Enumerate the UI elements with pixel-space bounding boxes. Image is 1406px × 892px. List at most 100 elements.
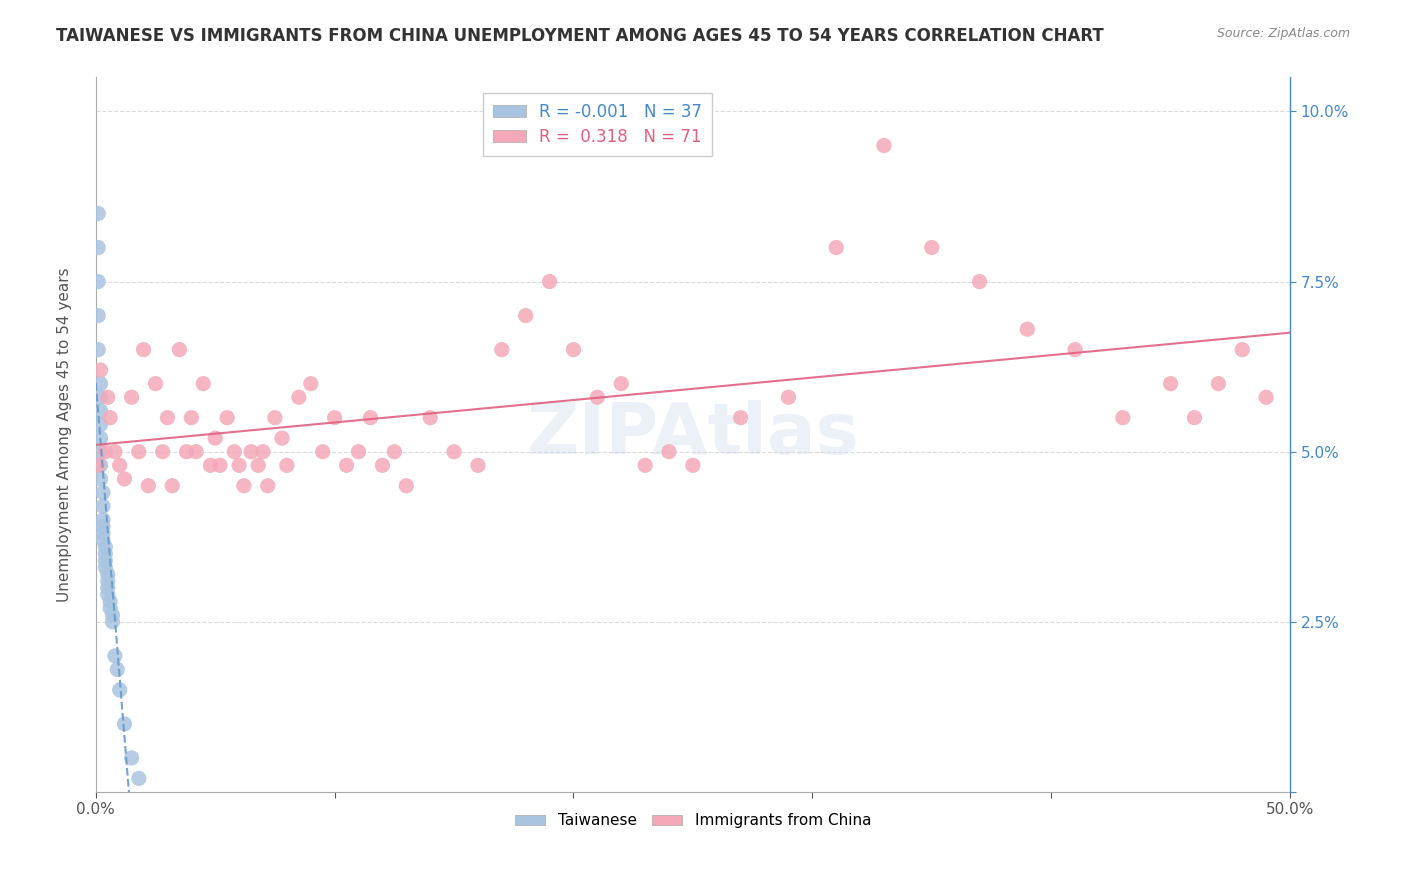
Point xyxy=(208,458,231,473)
Point xyxy=(98,594,121,608)
Point xyxy=(90,404,112,418)
Point xyxy=(586,390,609,404)
Point xyxy=(108,682,131,697)
Point xyxy=(562,343,585,357)
Point xyxy=(87,343,110,357)
Point xyxy=(169,343,191,357)
Point xyxy=(515,309,537,323)
Point xyxy=(91,513,114,527)
Point xyxy=(91,526,114,541)
Point xyxy=(252,444,274,458)
Point xyxy=(180,410,202,425)
Point xyxy=(94,553,117,567)
Point xyxy=(90,417,112,432)
Point xyxy=(101,607,124,622)
Point xyxy=(156,410,179,425)
Point xyxy=(90,376,112,391)
Point xyxy=(91,499,114,513)
Point xyxy=(658,444,681,458)
Point xyxy=(152,444,174,458)
Point xyxy=(97,574,120,588)
Point xyxy=(1232,343,1254,357)
Legend: Taiwanese, Immigrants from China: Taiwanese, Immigrants from China xyxy=(509,807,877,834)
Point xyxy=(228,458,250,473)
Point xyxy=(921,241,943,255)
Point xyxy=(336,458,359,473)
Point xyxy=(232,479,254,493)
Point xyxy=(87,206,110,220)
Point xyxy=(94,444,117,458)
Point xyxy=(91,485,114,500)
Point xyxy=(419,410,441,425)
Point xyxy=(121,390,143,404)
Point xyxy=(1184,410,1206,425)
Point xyxy=(682,458,704,473)
Point xyxy=(87,309,110,323)
Point xyxy=(538,275,561,289)
Point xyxy=(217,410,239,425)
Point xyxy=(94,560,117,574)
Point xyxy=(491,343,513,357)
Point xyxy=(1256,390,1278,404)
Point xyxy=(91,533,114,548)
Point xyxy=(193,376,215,391)
Point xyxy=(264,410,287,425)
Point xyxy=(97,390,120,404)
Point xyxy=(1160,376,1182,391)
Point xyxy=(105,663,128,677)
Y-axis label: Unemployment Among Ages 45 to 54 years: Unemployment Among Ages 45 to 54 years xyxy=(58,268,72,602)
Point xyxy=(98,601,121,615)
Point xyxy=(395,479,418,493)
Point xyxy=(90,472,112,486)
Point xyxy=(97,567,120,582)
Point xyxy=(97,588,120,602)
Point xyxy=(87,275,110,289)
Point xyxy=(873,138,896,153)
Point xyxy=(778,390,800,404)
Point xyxy=(200,458,222,473)
Point xyxy=(90,363,112,377)
Point xyxy=(94,547,117,561)
Point xyxy=(323,410,346,425)
Point xyxy=(382,444,405,458)
Point xyxy=(256,479,278,493)
Point xyxy=(90,431,112,445)
Point xyxy=(101,615,124,629)
Point xyxy=(610,376,633,391)
Point xyxy=(90,458,112,473)
Point xyxy=(128,444,150,458)
Point xyxy=(108,458,131,473)
Point xyxy=(114,472,136,486)
Point xyxy=(1208,376,1230,391)
Point xyxy=(312,444,335,458)
Point xyxy=(87,458,110,473)
Point xyxy=(969,275,991,289)
Point xyxy=(121,751,143,765)
Text: ZIPAtlas: ZIPAtlas xyxy=(527,401,859,469)
Point xyxy=(90,444,112,458)
Point xyxy=(132,343,155,357)
Point xyxy=(359,410,381,425)
Point xyxy=(91,519,114,533)
Point xyxy=(299,376,322,391)
Point xyxy=(224,444,246,458)
Point xyxy=(138,479,160,493)
Point xyxy=(1064,343,1087,357)
Text: TAIWANESE VS IMMIGRANTS FROM CHINA UNEMPLOYMENT AMONG AGES 45 TO 54 YEARS CORREL: TAIWANESE VS IMMIGRANTS FROM CHINA UNEMP… xyxy=(56,27,1104,45)
Point xyxy=(288,390,311,404)
Point xyxy=(114,717,136,731)
Point xyxy=(184,444,207,458)
Text: Source: ZipAtlas.com: Source: ZipAtlas.com xyxy=(1216,27,1350,40)
Point xyxy=(160,479,183,493)
Point xyxy=(97,581,120,595)
Point xyxy=(347,444,370,458)
Point xyxy=(443,444,465,458)
Point xyxy=(271,431,294,445)
Point xyxy=(247,458,270,473)
Point xyxy=(90,390,112,404)
Point xyxy=(98,410,121,425)
Point xyxy=(1112,410,1135,425)
Point xyxy=(240,444,263,458)
Point xyxy=(825,241,848,255)
Point xyxy=(176,444,198,458)
